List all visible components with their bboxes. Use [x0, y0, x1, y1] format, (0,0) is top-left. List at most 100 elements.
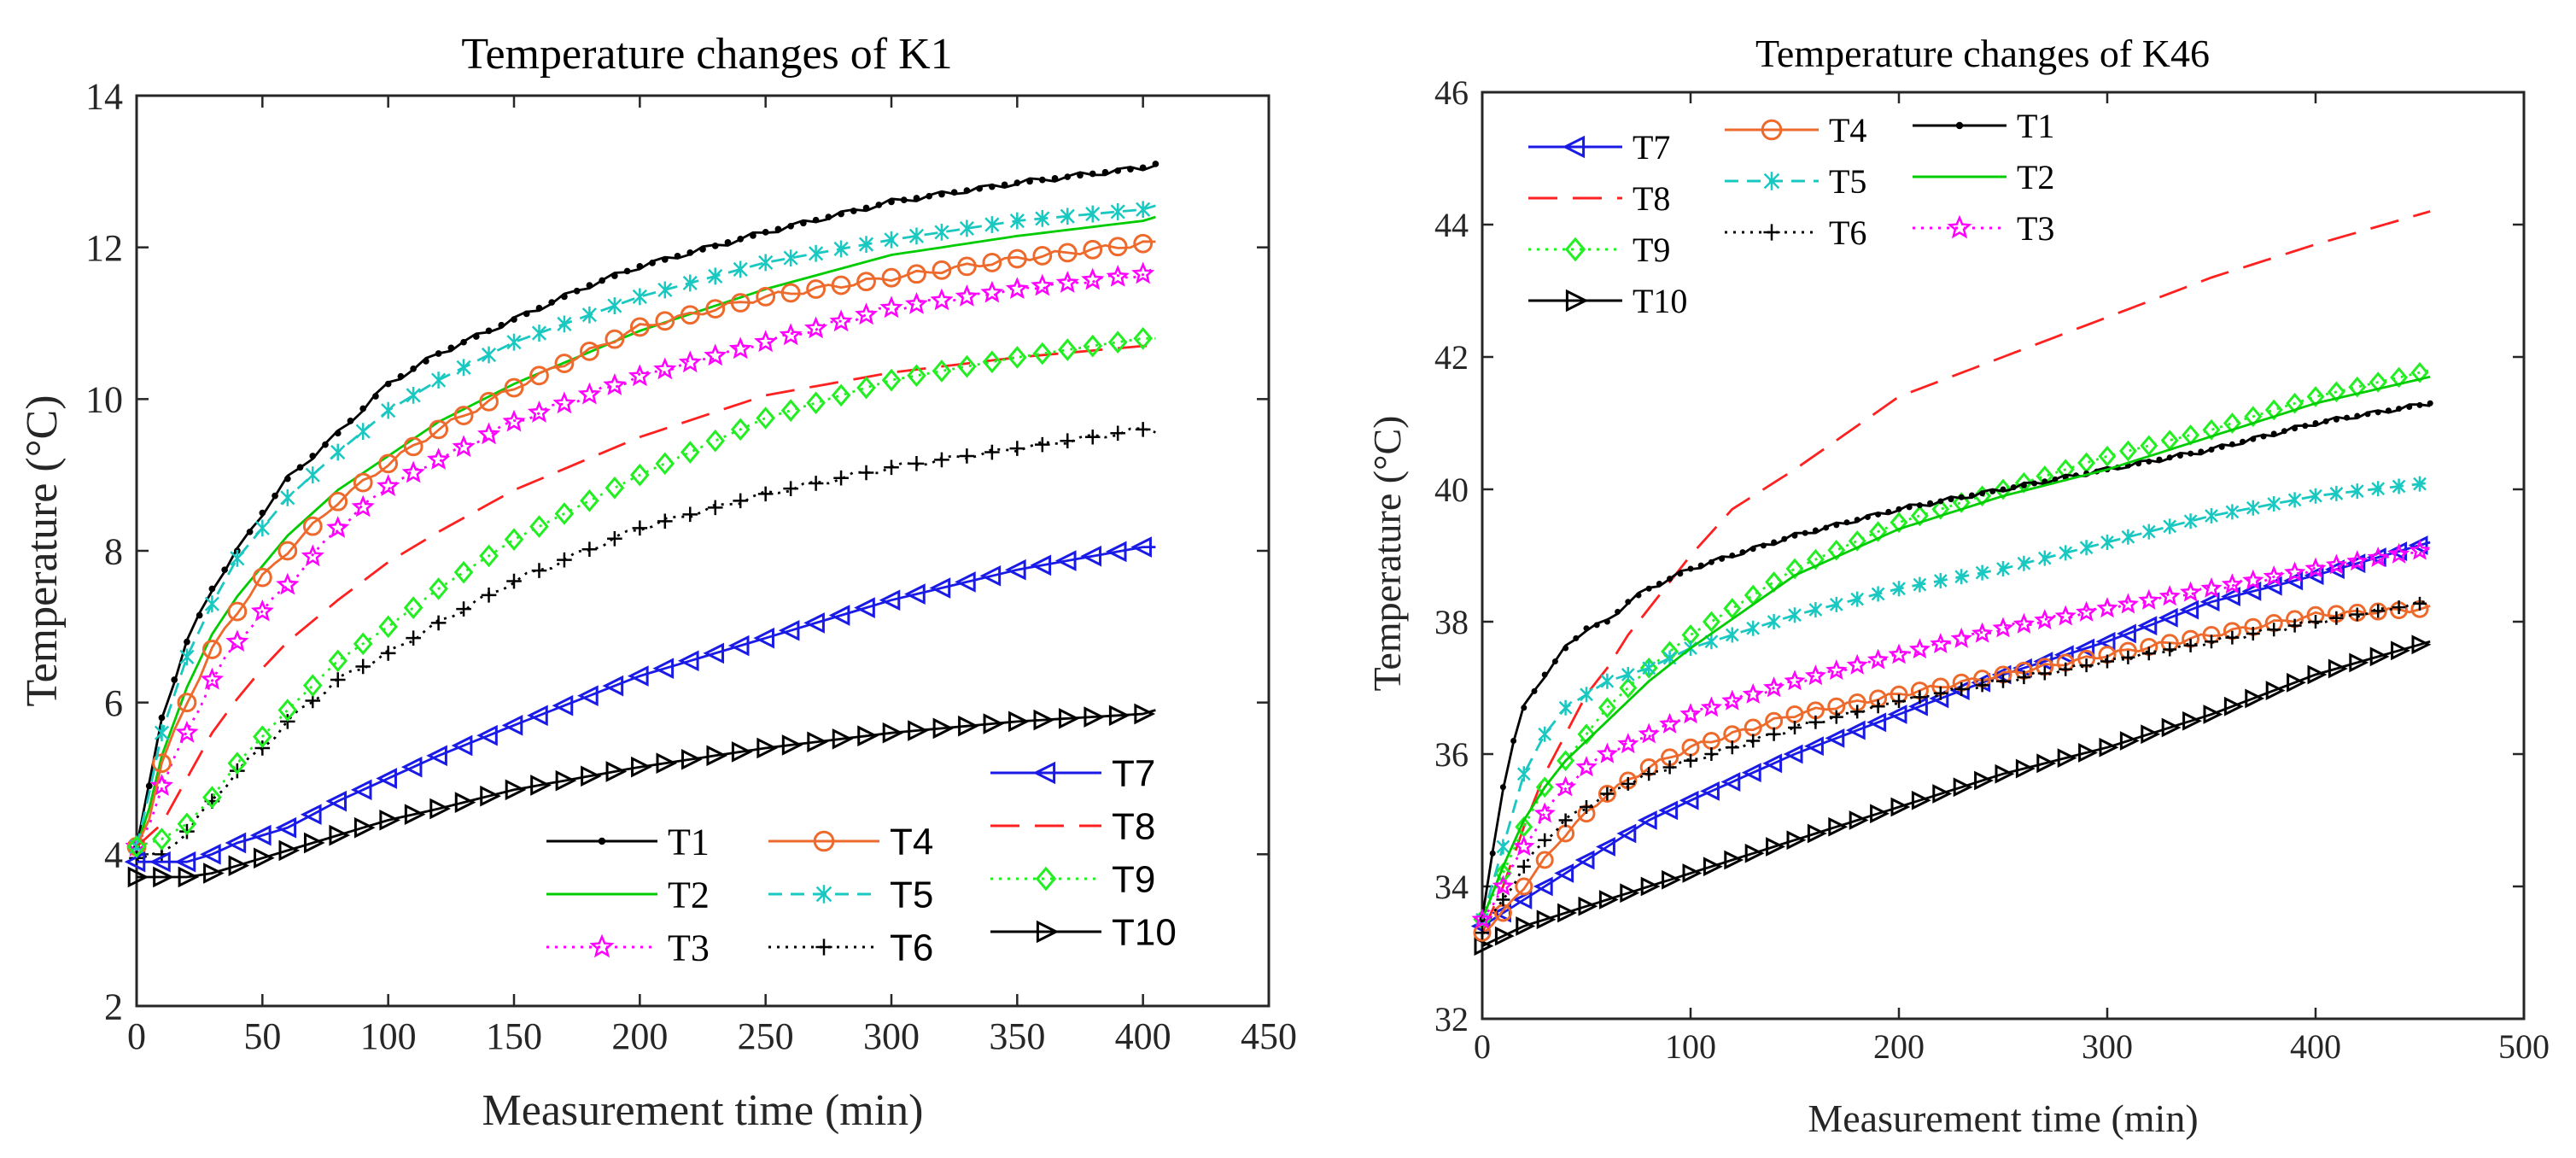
chart-k1-point-t5 — [481, 346, 497, 364]
chart-k46-point-t6 — [1684, 753, 1697, 768]
chart-k1-point-t9 — [630, 463, 650, 487]
chart-k46-point-t6 — [2183, 638, 2198, 652]
chart-k1-point-t6 — [330, 672, 346, 687]
chart-k1-series-t3 — [125, 261, 1157, 857]
chart-k1-point-t7 — [1105, 541, 1127, 563]
chart-k1-point-t6 — [430, 615, 447, 631]
chart-k1-point-t4 — [907, 264, 926, 284]
chart-k46-point-t1 — [1749, 546, 1756, 553]
chart-k46-point-t1 — [1603, 618, 1610, 625]
chart-k46-point-t6 — [1767, 727, 1781, 741]
chart-k1-ytick-label: 4 — [104, 834, 123, 876]
chart-k46-point-t7 — [2345, 553, 2366, 574]
chart-k46-point-t10 — [2015, 758, 2036, 779]
chart-k46-point-t9 — [2286, 392, 2304, 414]
chart-k1-point-t1 — [838, 210, 844, 218]
chart-k46-point-t1 — [1885, 508, 1892, 515]
chart-k1-point-t7 — [476, 724, 498, 746]
chart-k46-point-t3 — [2409, 539, 2431, 560]
chart-k1-point-t6 — [1060, 433, 1076, 448]
chart-k1-point-t7 — [979, 564, 1002, 587]
chart-k46-point-t3 — [2012, 612, 2035, 634]
chart-k46-point-t1 — [2385, 407, 2392, 414]
chart-k46-series-t7 — [1470, 535, 2431, 936]
chart-k46-point-t1 — [2406, 403, 2413, 410]
chart-k1-point-t1 — [145, 782, 153, 790]
chart-k1-point-t5 — [330, 443, 346, 461]
chart-k46-point-t6 — [1850, 705, 1865, 719]
chart-k1-point-t9 — [403, 596, 423, 619]
chart-k1-point-t10 — [228, 855, 250, 876]
chart-k46-point-t9 — [2244, 406, 2263, 428]
chart-k1-point-t4 — [227, 601, 248, 622]
chart-k1-series — [124, 161, 1159, 888]
chart-k1-point-t5 — [632, 288, 647, 306]
chart-k1-point-t4 — [529, 366, 549, 386]
chart-k1-legend-item-t4: T4 — [768, 821, 933, 863]
chart-k1-point-t1 — [862, 204, 870, 212]
chart-k1-point-t7 — [451, 734, 473, 757]
chart-k46-point-t1 — [2010, 484, 2017, 491]
chart-k1-point-t3 — [276, 572, 300, 595]
chart-k1-legend-marker — [1032, 761, 1056, 785]
chart-k46-point-t9 — [2348, 376, 2367, 398]
chart-k46-legend-marker — [1761, 119, 1783, 141]
chart-k1-point-t1 — [1089, 170, 1096, 178]
chart-k1-point-t4 — [202, 640, 222, 659]
chart-k46-point-t7 — [2117, 623, 2136, 644]
chart-k46-ytick-label: 46 — [1434, 73, 1469, 112]
chart-k46-point-t10 — [1598, 890, 1619, 909]
chart-k46-point-t5 — [1933, 572, 1948, 588]
chart-k46-point-t1 — [1791, 532, 1798, 539]
chart-k1-point-t10 — [303, 832, 325, 854]
chart-k46-point-t3 — [1575, 756, 1598, 777]
chart-k1-point-t5 — [959, 219, 974, 237]
chart-k1-point-t7 — [552, 694, 574, 716]
chart-k46-point-t5 — [1788, 607, 1802, 623]
chart-k46-point-t5 — [1642, 660, 1656, 676]
chart-k46-point-t1 — [1854, 517, 1860, 523]
chart-k1-point-t3 — [502, 409, 526, 432]
chart-k1-point-t9 — [126, 835, 147, 858]
chart-k46-point-t7 — [1741, 763, 1761, 783]
chart-k46-point-t7 — [1804, 736, 1824, 757]
chart-k46-xtick-label: 300 — [2082, 1027, 2133, 1066]
chart-k46-point-t3 — [1888, 643, 1910, 664]
chart-k1-point-t1 — [888, 198, 895, 206]
chart-k46-point-t6 — [1538, 833, 1552, 847]
chart-k46-point-t6 — [2121, 650, 2135, 664]
chart-k46-point-t3 — [1555, 775, 1577, 797]
chart-k1-point-t7 — [602, 675, 624, 697]
chart-k46-point-t5 — [2121, 529, 2135, 545]
chart-k46-point-t9 — [2118, 440, 2137, 462]
chart-k46-legend-marker — [1763, 224, 1780, 241]
chart-k1-point-t3 — [754, 330, 778, 353]
chart-k1-point-t7 — [703, 642, 725, 664]
chart-k46-point-t1 — [1697, 562, 1704, 569]
chart-k1-point-t3 — [955, 284, 979, 307]
chart-k1-point-t4 — [328, 491, 348, 512]
chart-k46-line-t2 — [1481, 375, 2431, 921]
chart-k46-point-t9 — [2327, 381, 2345, 403]
chart-k1-line-t3 — [135, 266, 1157, 845]
chart-k1-legend-marker — [815, 939, 832, 956]
chart-k1-point-t9 — [780, 399, 801, 422]
chart-k46-point-t1 — [2396, 406, 2403, 412]
chart-k1-point-t7 — [778, 619, 800, 641]
chart-k1-point-t10 — [932, 717, 955, 740]
chart-k46-point-t5 — [1600, 673, 1615, 689]
chart-k1-point-t4 — [932, 260, 952, 280]
chart-k1-point-t3 — [980, 280, 1004, 303]
chart-k1-point-t3 — [301, 544, 324, 567]
chart-k1-point-t6 — [254, 740, 271, 756]
chart-k1-point-t7 — [225, 832, 247, 854]
chart-k1-point-t6 — [1009, 441, 1025, 456]
chart-k46-point-t3 — [2158, 585, 2181, 606]
chart-k46-point-t1 — [2198, 448, 2205, 455]
chart-k1-legend-item-t3: T3 — [546, 927, 710, 968]
chart-k1-point-t1 — [410, 365, 417, 372]
chart-k46-point-t6 — [1642, 767, 1656, 781]
chart-k1-point-t7 — [929, 577, 951, 599]
chart-k1-point-t1 — [774, 225, 782, 233]
chart-k46-point-t3 — [1971, 622, 1994, 643]
